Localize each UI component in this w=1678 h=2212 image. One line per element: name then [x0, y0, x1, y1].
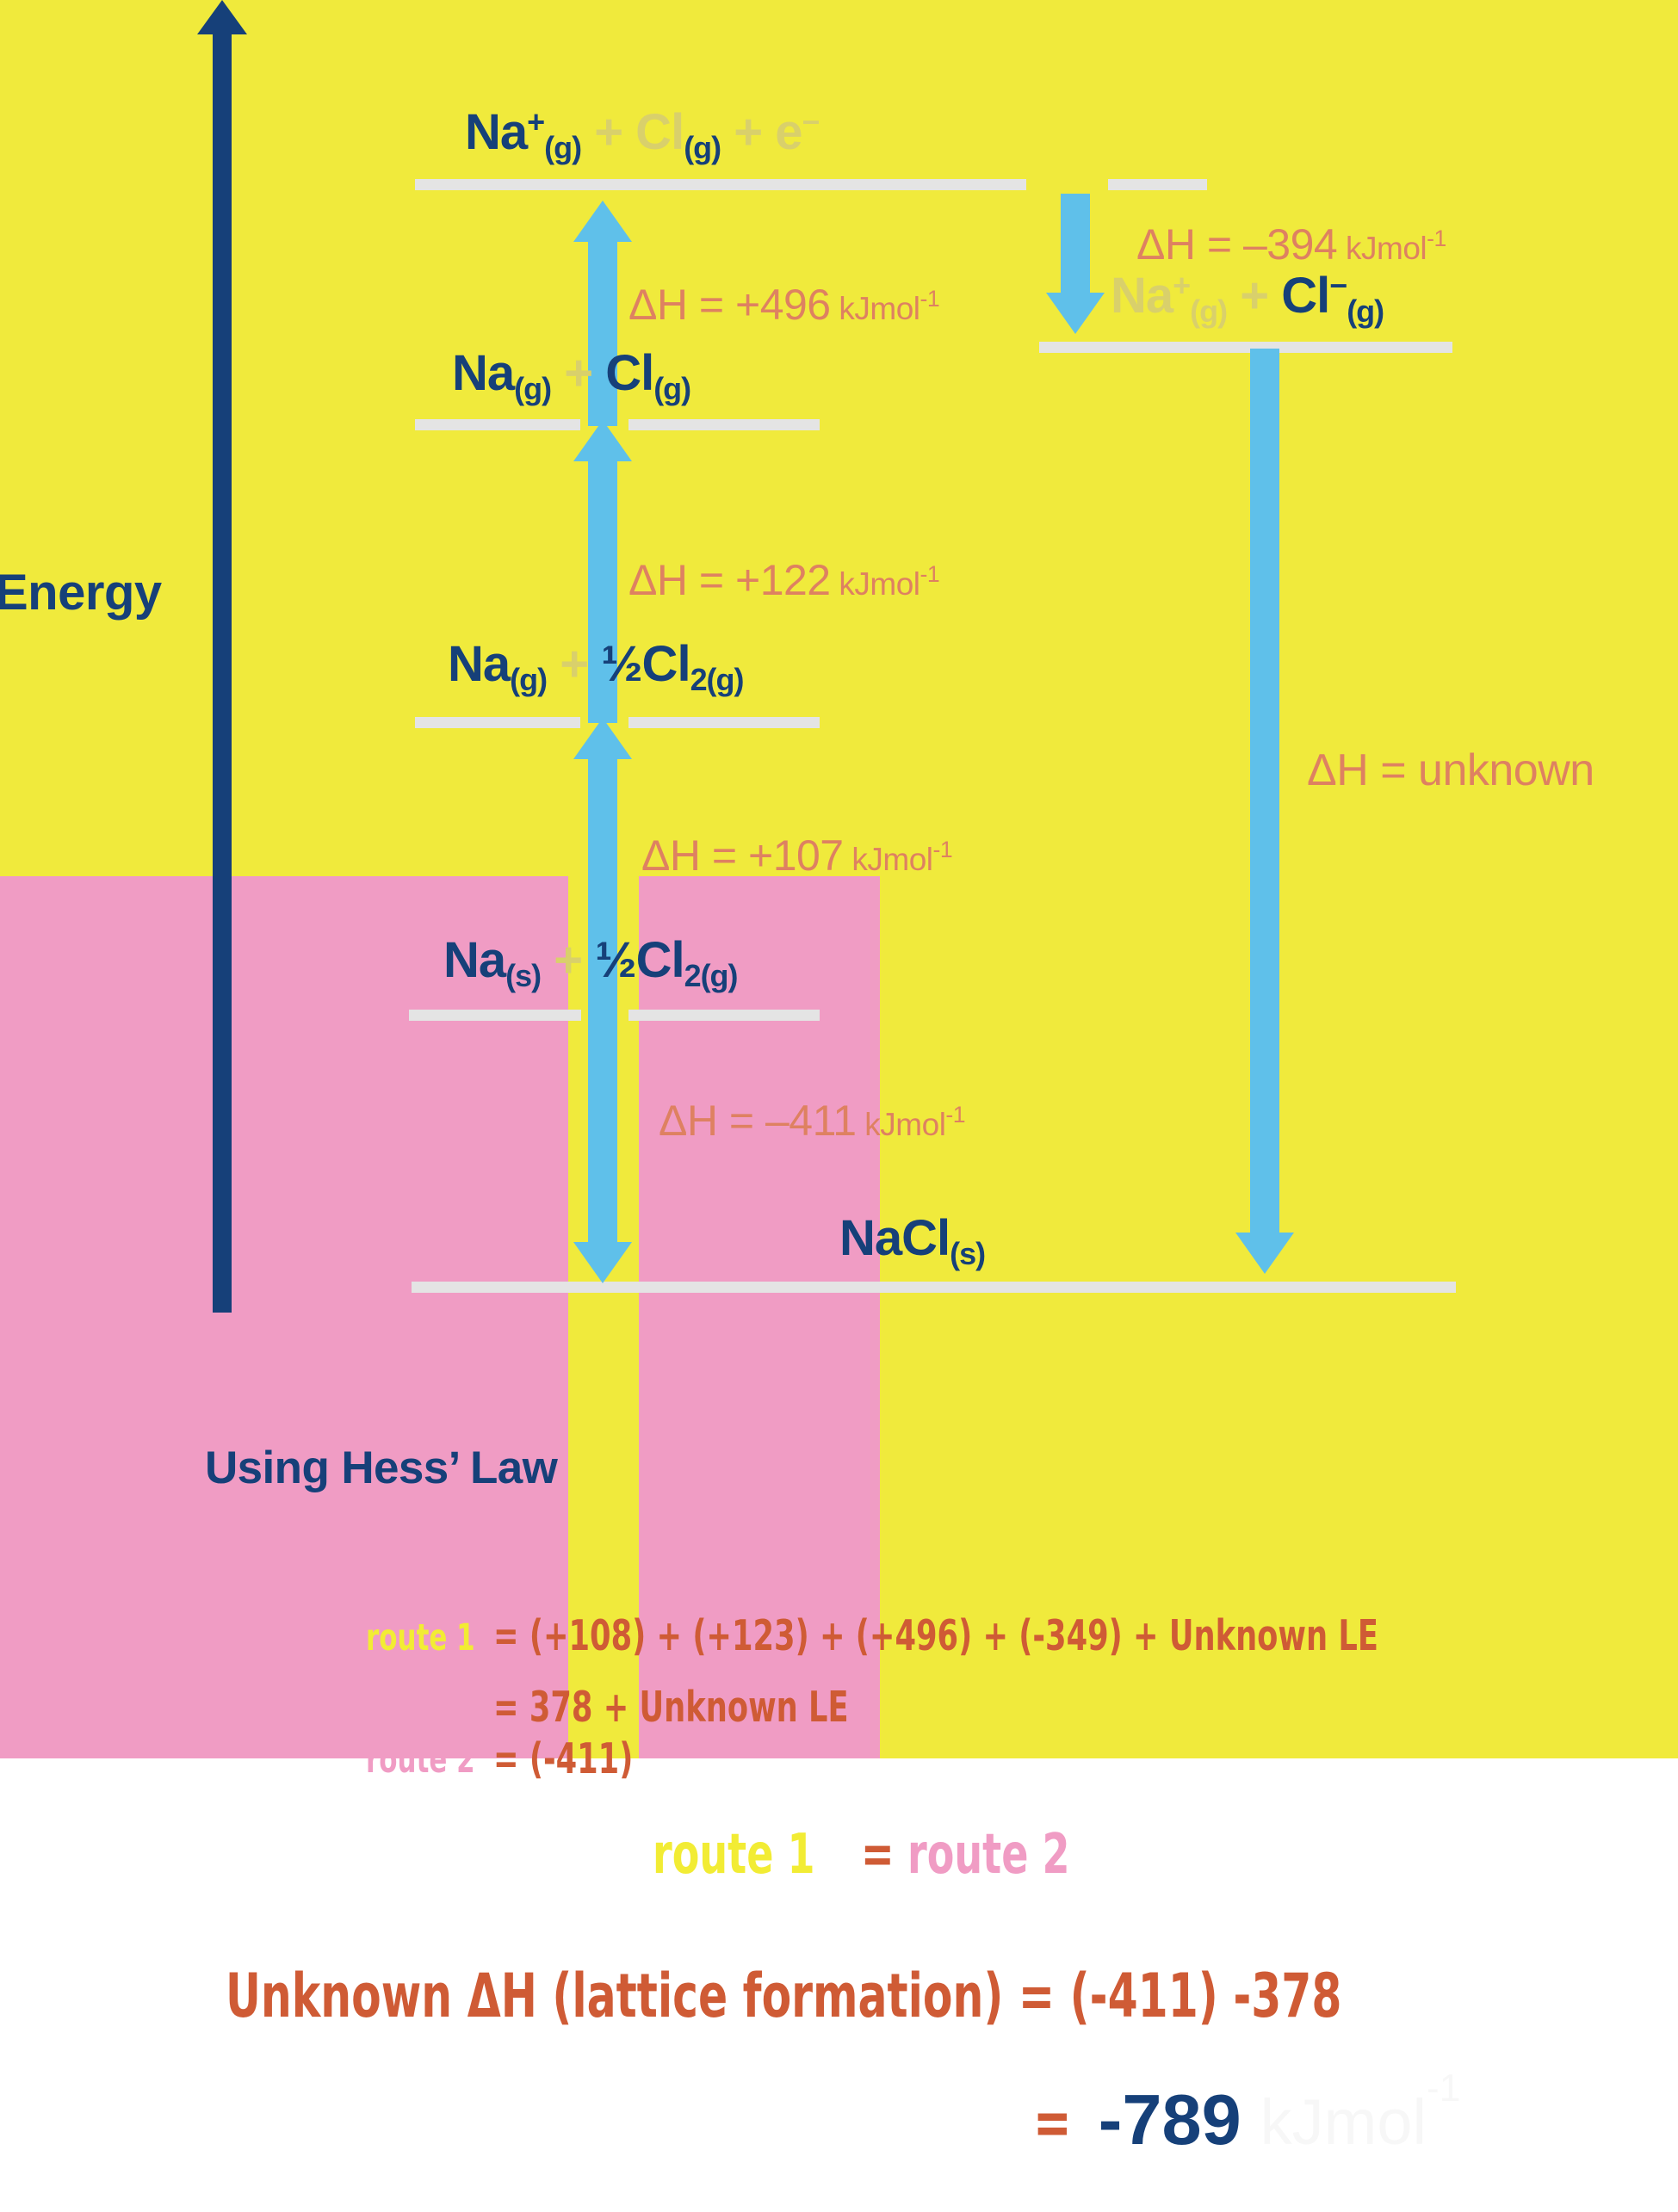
enthalpy-unit-exp-formation: -1 — [945, 1102, 966, 1128]
energy-axis-line — [213, 26, 232, 1313]
enthalpy-value-ionisation: ΔH = +496 — [628, 281, 831, 329]
arrow-head-lattice-unknown-icon — [1235, 1233, 1294, 1274]
pink-background-panel-left — [0, 876, 568, 1758]
enthalpy-label-lattice-unknown: ΔH = unknown — [1307, 745, 1594, 796]
enthalpy-unit-atomisation: kJmol — [851, 842, 933, 877]
species-label-na-s-half-cl2: Na(s) + ½Cl2(g) — [443, 932, 738, 993]
enthalpy-value-formation: ΔH = –411 — [659, 1097, 857, 1145]
enthalpy-value-electron-affinity: ΔH = –394 — [1136, 220, 1338, 269]
species-label-na-plus-cl-minus: Na+(g) + Cl−(g) — [1111, 268, 1384, 329]
final-value-number: -789 — [1098, 2079, 1241, 2159]
enthalpy-unit-formation: kJmol — [864, 1107, 946, 1142]
route2-expression: = (-411) — [493, 1734, 634, 1783]
enthalpy-label-atomisation: ΔH = +107 kJmol-1 — [641, 831, 953, 880]
enthalpy-unit-ionisation: kJmol — [839, 291, 920, 326]
enthalpy-unit-exp-ionisation: -1 — [919, 286, 940, 312]
level-bar-na-g-half-cl2-right — [628, 717, 820, 728]
enthalpy-label-ionisation: ΔH = +496 kJmol-1 — [628, 280, 940, 330]
species-label-na-g-half-cl2: Na(g) + ½Cl2(g) — [448, 636, 744, 697]
level-bar-na-g-half-cl2-left — [415, 717, 580, 728]
level-bar-na-g-cl-g-left — [415, 419, 580, 430]
route2-label: route 2 — [366, 1739, 475, 1782]
enthalpy-unit-bond-dissociation: kJmol — [839, 566, 920, 602]
level-bar-na-g-cl-g-right — [628, 419, 820, 430]
enthalpy-label-electron-affinity: ΔH = –394 kJmol-1 — [1136, 219, 1446, 269]
enthalpy-unit-exp-atomisation: -1 — [932, 837, 953, 863]
final-value-unit: kJmol — [1260, 2086, 1427, 2158]
arrow-shaft-formation — [588, 1016, 617, 1245]
arrow-shaft-atomisation — [588, 757, 617, 1022]
routes-equality-equals: = — [860, 1823, 895, 1887]
final-value-equals: = — [1033, 2085, 1072, 2159]
final-statement-text: Unknown ΔH (lattice formation) = (-411) … — [226, 1961, 1342, 2031]
arrow-head-atomisation-icon — [573, 718, 632, 759]
pink-background-panel-right — [639, 876, 880, 1758]
species-label-na-plus-cl-e: Na+(g) + Cl(g) + e− — [465, 104, 820, 165]
enthalpy-unit-exp-bond: -1 — [919, 561, 940, 588]
enthalpy-value-bond-dissociation: ΔH = +122 — [628, 556, 831, 604]
arrow-head-electron-affinity-icon — [1046, 293, 1105, 334]
routes-equality-route2: route 2 — [907, 1823, 1070, 1887]
energy-axis-label: Energy — [0, 565, 162, 621]
enthalpy-value-atomisation: ΔH = +107 — [641, 831, 844, 880]
arrow-head-formation-icon — [573, 1242, 632, 1283]
final-value-line: = -789 kJmol-1 — [1033, 2067, 1460, 2161]
species-label-nacl-s: NaCl(s) — [839, 1210, 986, 1271]
enthalpy-label-formation: ΔH = –411 kJmol-1 — [659, 1096, 966, 1146]
level-bar-na-plus-cl-minus — [1039, 342, 1452, 353]
route1-sum: = 378 + Unknown LE — [493, 1683, 849, 1732]
route1-label: route 1 — [366, 1616, 475, 1659]
routes-equality-route1: route 1 — [653, 1823, 815, 1887]
level-bar-na-s-half-cl2-left — [409, 1010, 581, 1021]
arrow-shaft-ionisation — [588, 241, 617, 426]
arrow-head-ionisation-icon — [573, 201, 632, 242]
arrow-shaft-bond-dissociation — [588, 460, 617, 723]
hess-law-heading: Using Hess’ Law — [205, 1443, 558, 1493]
level-bar-na-s-half-cl2-right — [628, 1010, 820, 1021]
enthalpy-unit-exp-electron-affinity: -1 — [1427, 226, 1446, 252]
enthalpy-value-lattice-unknown: ΔH = unknown — [1307, 745, 1594, 795]
species-label-na-g-cl-g: Na(g) + Cl(g) — [452, 345, 691, 406]
enthalpy-label-bond-dissociation: ΔH = +122 kJmol-1 — [628, 555, 940, 605]
final-value-unit-exp: -1 — [1426, 2067, 1461, 2110]
routes-equality-line: route 1 = route 2 — [653, 1822, 1111, 1887]
arrow-shaft-electron-affinity — [1061, 194, 1090, 294]
level-bar-nacl-s — [412, 1282, 1456, 1293]
route1-expression: = (+108) + (+123) + (+496) + (-349) + Un… — [493, 1611, 1378, 1660]
level-bar-na-plus-cl-e-far — [1108, 179, 1207, 190]
level-bar-na-plus-cl-e-right — [630, 179, 1026, 190]
arrow-head-bond-dissociation-icon — [573, 420, 632, 461]
level-bar-na-plus-cl-e-left — [415, 179, 630, 190]
arrow-shaft-lattice-unknown — [1250, 349, 1279, 1235]
final-statement-line: Unknown ΔH (lattice formation) = (-411) … — [226, 1961, 1621, 2031]
enthalpy-unit-electron-affinity: kJmol — [1346, 231, 1427, 266]
